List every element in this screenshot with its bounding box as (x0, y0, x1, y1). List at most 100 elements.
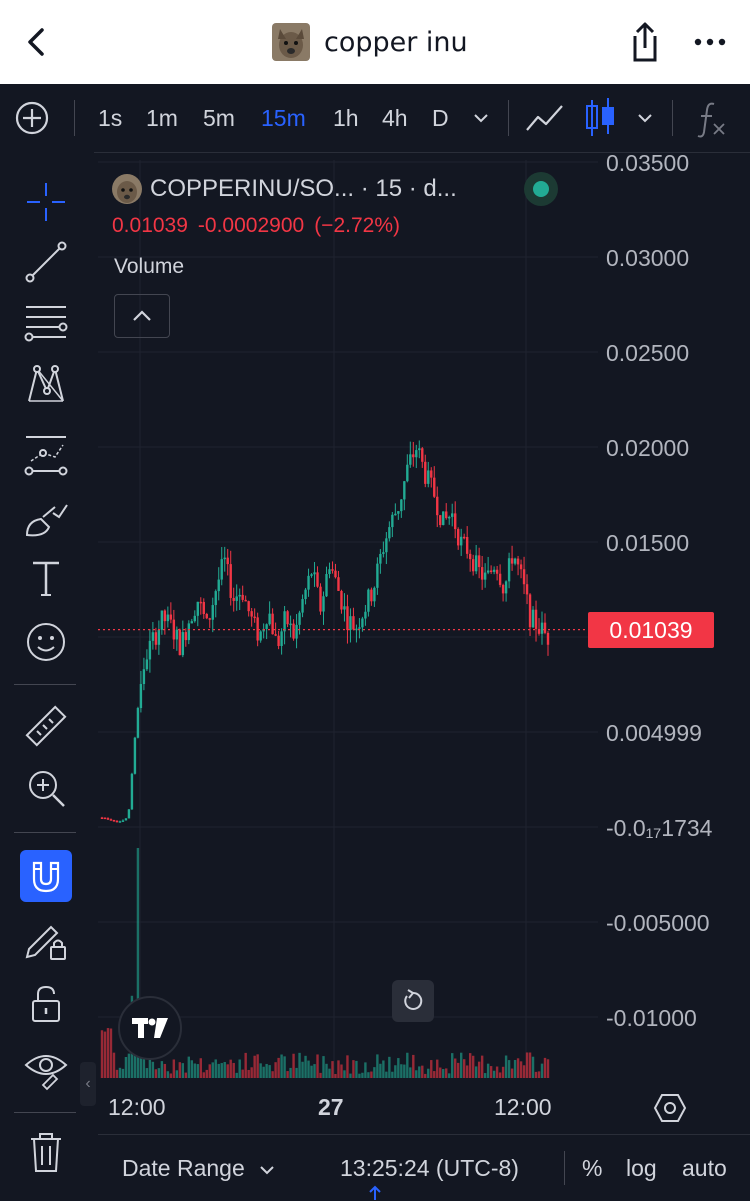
function-icon[interactable] (694, 84, 728, 152)
percent-scale-toggle[interactable]: % (582, 1155, 603, 1181)
brush-icon[interactable] (20, 492, 72, 544)
candle-body (286, 611, 289, 625)
chevron-left-icon[interactable] (18, 22, 58, 62)
crosshair-icon[interactable] (20, 176, 72, 228)
volume-bar (178, 1062, 182, 1078)
pattern-icon[interactable] (20, 358, 72, 410)
volume-bar (223, 1062, 226, 1078)
volume-bar (241, 1069, 244, 1078)
interval-15m[interactable]: 15m (261, 105, 306, 131)
more-icon[interactable] (690, 30, 730, 54)
volume-bar (346, 1055, 349, 1078)
lock-draw-icon[interactable] (20, 914, 72, 966)
volume-bar (504, 1055, 508, 1078)
candle-body (304, 589, 307, 600)
date-range-button[interactable]: Date Range (122, 1135, 277, 1201)
share-icon[interactable] (622, 20, 662, 64)
volume-bar (486, 1063, 490, 1078)
interval-1h[interactable]: 1h (333, 105, 359, 131)
candle-body (100, 817, 104, 819)
candle-body (427, 470, 430, 484)
volume-bar (331, 1061, 334, 1078)
tradingview-logo-icon[interactable] (118, 996, 182, 1060)
volume-bar (157, 1068, 161, 1078)
volume-bar (154, 1069, 158, 1078)
volume-bar (355, 1060, 358, 1078)
candle-body (445, 511, 448, 519)
emoji-icon[interactable] (20, 616, 72, 668)
volume-bar (451, 1053, 454, 1078)
candle-body (403, 481, 406, 500)
candle-body (385, 538, 388, 553)
candle-body (462, 536, 466, 539)
chart-settings-icon[interactable] (652, 1090, 688, 1126)
chevron-left-icon[interactable]: ‹ (80, 1062, 96, 1106)
eye-icon[interactable] (20, 1042, 72, 1094)
candle-body (516, 558, 520, 565)
candle-body (130, 773, 134, 810)
candle-body (486, 570, 490, 573)
volume-bar (328, 1068, 331, 1078)
volume-bar (274, 1062, 277, 1078)
chevron-down-icon[interactable] (470, 84, 492, 152)
candle-body (480, 567, 484, 580)
volume-bar (232, 1062, 235, 1078)
interval-1s[interactable]: 1s (98, 105, 123, 131)
candle-body (244, 599, 247, 602)
candle-body (310, 574, 313, 576)
text-icon[interactable] (20, 552, 72, 604)
candle-body (370, 589, 373, 602)
market-status-icon[interactable] (524, 172, 558, 206)
volume-indicator-label[interactable]: Volume (114, 255, 185, 278)
tools-divider (14, 684, 76, 685)
volume-bar (289, 1067, 292, 1078)
trend-line-icon[interactable] (20, 236, 72, 288)
prediction-icon[interactable] (20, 428, 72, 480)
candle-body (477, 555, 481, 568)
y-axis-label: 0.02500 (606, 340, 690, 366)
volume-bar (483, 1073, 487, 1078)
volume-bar (235, 1072, 238, 1078)
line-chart-icon[interactable] (524, 84, 566, 152)
trash-icon[interactable] (20, 1126, 72, 1178)
ruler-icon[interactable] (20, 700, 72, 752)
legend-symbol-row[interactable]: COPPERINU/SO... · 15 · d... (112, 170, 457, 208)
interval-4h[interactable]: 4h (382, 105, 408, 131)
volume-bar (103, 1031, 107, 1078)
candle-body (127, 809, 131, 819)
interval-5m[interactable]: 5m (203, 105, 235, 131)
candle-body (373, 587, 376, 602)
candle-body (388, 527, 391, 539)
candle-body (223, 557, 226, 560)
volume-bar (528, 1052, 532, 1078)
candle-body (247, 601, 250, 612)
magnet-icon[interactable] (20, 850, 72, 902)
volume-bar (205, 1069, 208, 1078)
candle-body (367, 589, 370, 612)
add-circle-icon[interactable] (14, 84, 50, 152)
chevron-up-icon[interactable] (114, 294, 170, 338)
chevron-down-icon (260, 1166, 274, 1175)
candle-body (232, 597, 235, 601)
candle-body (313, 572, 316, 575)
candle-body (331, 569, 334, 571)
timezone-clock[interactable]: 13:25:24 (UTC-8) (340, 1155, 519, 1181)
candle-body (468, 553, 472, 560)
auto-scale-toggle[interactable]: auto (682, 1155, 727, 1181)
interval-1m[interactable]: 1m (146, 105, 178, 131)
unlock-icon[interactable] (20, 978, 72, 1030)
log-scale-toggle[interactable]: log (626, 1155, 657, 1181)
fib-lines-icon[interactable] (20, 296, 72, 348)
volume-bar (498, 1072, 502, 1078)
volume-bar (385, 1071, 388, 1078)
interval-d[interactable]: D (432, 105, 449, 131)
candle-body (274, 634, 277, 636)
candles-icon[interactable] (584, 84, 616, 152)
candle-body (546, 632, 550, 645)
chevron-down-icon[interactable] (634, 84, 656, 152)
zoom-in-icon[interactable] (20, 762, 72, 814)
volume-bar (427, 1068, 430, 1078)
candle-body (439, 515, 442, 526)
volume-bar (115, 1069, 119, 1078)
reset-chart-icon[interactable] (392, 980, 434, 1022)
